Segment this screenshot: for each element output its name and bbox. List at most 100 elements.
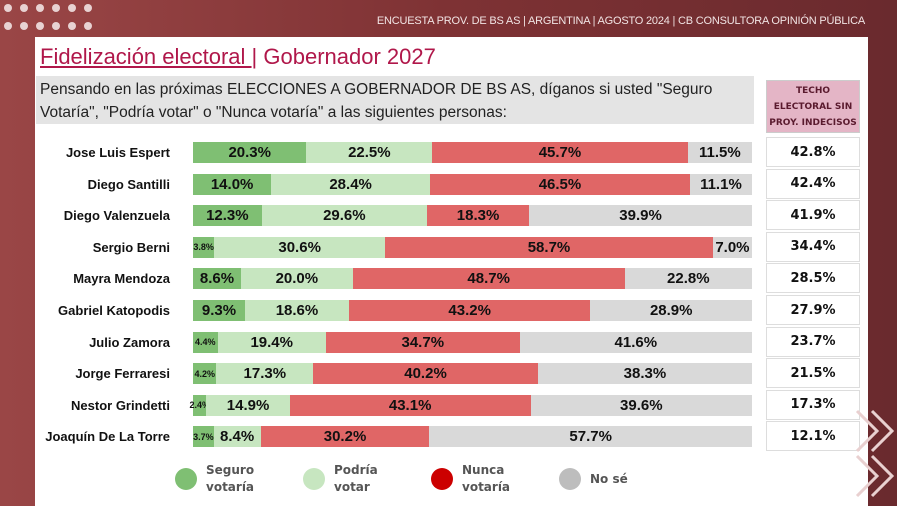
stacked-bar: 20.3% 22.5% 45.7% 11.5% [193,142,752,163]
bar-segment-seguro: 3.7% [193,426,214,448]
bar-segment-podria: 30.6% [214,236,386,258]
title-sub: Gobernador 2027 [257,44,436,69]
bar-segment-nose: 41.6% [519,331,752,353]
legend-label: Podría votar [334,463,378,494]
legend-swatch [175,468,197,490]
legend-label: Nunca votaría [462,463,511,494]
bar-segment-podria: 28.4% [271,173,430,195]
stacked-bar: 3.8% 30.6% 58.7% 7.0% [193,236,752,258]
question-text: Pensando en las próximas ELECCIONES A GO… [36,76,754,124]
bar-segment-seguro: 8.6% [193,268,242,290]
survey-header: ENCUESTA PROV. DE BS AS | ARGENTINA | AG… [376,15,865,27]
bar-segment-nose: 28.9% [590,300,752,321]
bar-segment-nunca: 46.5% [430,173,690,195]
category-label: Julio Zamora [89,334,170,350]
bar-segment-podria: 8.4% [213,426,261,448]
techo-header: TECHO ELECTORAL SIN PROY. INDECISOS [766,80,860,133]
bar-segment-nose: 22.8% [624,268,752,290]
category-label: Mayra Mendoza [73,271,170,287]
legend-swatch [303,468,325,490]
bar-row: Sergio Berni 3.8% 30.6% 58.7% 7.0% [30,236,752,258]
bar-segment-podria: 29.6% [261,205,427,227]
techo-value: 12.1% [766,421,860,452]
legend-label: Seguro votaría [206,463,255,494]
bar-row: Mayra Mendoza 8.6% 20.0% 48.7% 22.8% [30,268,752,290]
stacked-bar: 14.0% 28.4% 46.5% 11.1% [193,173,752,195]
bar-segment-seguro: 12.3% [193,205,262,227]
legend-item: Seguro votaría [175,462,303,496]
bar-segment-nunca: 43.2% [348,300,591,321]
techo-value: 34.4% [766,231,860,262]
legend-swatch [431,468,453,490]
bar-segment-podria: 18.6% [244,300,349,321]
legend-item: Podría votar [303,462,431,496]
bar-segment-seguro: 4.2% [193,363,217,385]
category-label: Sergio Berni [92,239,170,255]
bar-segment-seguro: 2.4% [189,394,210,416]
bar-segment-nose: 11.1% [689,173,752,195]
techo-value: 27.9% [766,295,860,325]
stacked-bar: 8.6% 20.0% 48.7% 22.8% [193,268,752,290]
bar-segment-podria: 14.9% [206,394,290,416]
bar-segment-podria: 20.0% [241,268,353,290]
bar-segment-podria: 17.3% [216,363,314,385]
bar-segment-seguro: 9.3% [193,300,245,321]
stacked-bar: 4.2% 17.3% 40.2% 38.3% [193,363,752,385]
techo-value: 42.4% [766,168,860,199]
stacked-bar: 2.4% 14.9% 43.1% 39.6% [189,394,752,416]
stacked-bar: 3.7% 8.4% 30.2% 57.7% [193,426,752,448]
bar-segment-nunca: 58.7% [385,236,713,258]
bar-segment-nose: 39.9% [529,205,752,227]
legend-item: No sé [559,462,687,496]
category-label: Joaquín De La Torre [45,429,170,445]
chevron-decoration-icon [855,409,895,498]
bar-segment-podria: 22.5% [306,142,433,163]
stacked-bar: 12.3% 29.6% 18.3% 39.9% [193,205,752,227]
techo-value: 41.9% [766,200,860,231]
title-separator: | [251,44,258,69]
category-label: Diego Santilli [87,176,170,192]
bar-segment-nose: 38.3% [537,363,752,385]
bar-segment-nunca: 43.1% [289,394,531,416]
bar-row: Nestor Grindetti 2.4% 14.9% 43.1% 39.6% [30,394,752,416]
bar-segment-nunca: 18.3% [426,205,530,227]
legend-swatch [559,468,581,490]
bar-segment-nunca: 30.2% [260,426,430,448]
bar-segment-nose: 7.0% [712,236,752,258]
category-label: Diego Valenzuela [63,208,170,224]
legend-label: No sé [590,471,628,486]
bar-row: Julio Zamora 4.4% 19.4% 34.7% 41.6% [30,331,752,353]
stacked-bar: 9.3% 18.6% 43.2% 28.9% [193,300,752,321]
bar-row: Gabriel Katopodis 9.3% 18.6% 43.2% 28.9% [30,300,752,321]
bar-segment-nunca: 48.7% [352,268,625,290]
techo-value: 21.5% [766,358,860,389]
techo-value: 28.5% [766,263,860,294]
techo-value: 23.7% [766,326,860,357]
bar-row: Jose Luis Espert 20.3% 22.5% 45.7% 11.5% [30,142,752,163]
bar-row: Diego Santilli 14.0% 28.4% 46.5% 11.1% [30,173,752,195]
bar-segment-seguro: 14.0% [193,173,272,195]
bar-segment-seguro: 20.3% [193,142,307,163]
category-label: Jose Luis Espert [65,145,170,160]
bar-row: Diego Valenzuela 12.3% 29.6% 18.3% 39.9% [30,205,752,227]
bar-row: Joaquín De La Torre 3.7% 8.4% 30.2% 57.7% [30,426,752,448]
bar-segment-seguro: 4.4% [193,331,218,353]
bar-segment-seguro: 3.8% [193,236,215,258]
bar-segment-nose: 39.6% [530,394,752,416]
stacked-bar: 4.4% 19.4% 34.7% 41.6% [193,331,752,353]
category-label: Gabriel Katopodis [58,303,170,318]
bar-segment-nose: 11.5% [687,142,752,163]
legend: Seguro votaría Podría votar Nunca votaría No s… [175,462,687,496]
bar-segment-nose: 57.7% [429,426,752,448]
techo-value: 42.8% [766,137,860,167]
category-label: Nestor Grindetti [71,397,170,413]
page-title: Fidelización electoral | Gobernador 2027 [40,44,436,70]
bar-segment-nunca: 34.7% [325,331,520,353]
bar-row: Jorge Ferraresi 4.2% 17.3% 40.2% 38.3% [30,363,752,385]
decorative-dots [4,4,100,30]
bar-segment-nunca: 45.7% [432,142,688,163]
category-label: Jorge Ferraresi [75,366,170,382]
legend-item: Nunca votaría [431,462,559,496]
bar-segment-podria: 19.4% [217,331,326,353]
bar-segment-nunca: 40.2% [313,363,538,385]
